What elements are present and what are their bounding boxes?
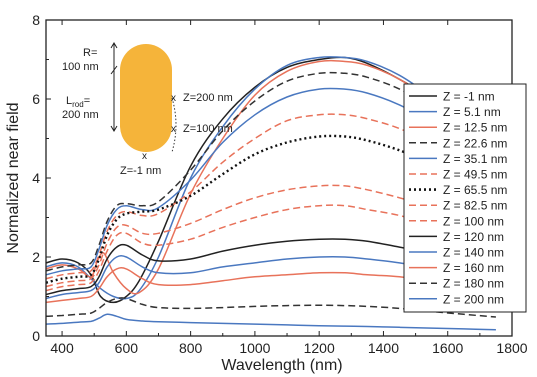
x-tick-label-6: 1600: [432, 340, 463, 356]
x-tick-label-0: 400: [50, 340, 74, 356]
rod-shape: [120, 44, 172, 152]
rod-dotted-path: [171, 97, 177, 153]
z-marker-top: x: [171, 93, 176, 104]
y-tick-label-2: 4: [32, 170, 40, 186]
x-axis-label: Wavelength (nm): [221, 357, 342, 374]
series-line-11: [46, 266, 497, 304]
z-marker-mid: x: [171, 124, 176, 135]
legend-label-12: Z = 180 nm: [443, 277, 504, 291]
legend-label-7: Z = 82.5 nm: [443, 199, 507, 213]
legend-label-8: Z = 100 nm: [443, 214, 504, 228]
x-tick-label-3: 1000: [239, 340, 270, 356]
x-tick-label-2: 800: [179, 340, 203, 356]
series-line-10: [46, 255, 497, 300]
series-line-8: [46, 204, 497, 292]
legend-box: [403, 83, 527, 313]
y-tick-label-4: 8: [32, 12, 40, 28]
z-label-top: Z=200 nm: [183, 92, 233, 104]
series-line-13: [46, 313, 496, 331]
series-line-3: [46, 71, 497, 272]
z-marker-bottom: x: [142, 151, 147, 162]
legend-label-10: Z = 140 nm: [443, 246, 504, 260]
series-line-2: [46, 59, 497, 295]
legend-label-0: Z = -1 nm: [443, 90, 495, 104]
arrow-heads: [110, 42, 118, 132]
legend-label-9: Z = 120 nm: [443, 230, 504, 244]
legend-label-11: Z = 160 nm: [443, 261, 504, 275]
z-label-mid: Z=100 nm: [183, 123, 233, 135]
y-tick-label-1: 2: [32, 249, 40, 265]
legend-label-5: Z = 49.5 nm: [443, 168, 507, 182]
x-tick-label-7: 1800: [496, 340, 527, 356]
series-layer: [46, 56, 497, 331]
legend-label-6: Z = 65.5 nm: [443, 183, 507, 197]
legend-label-4: Z = 35.1 nm: [443, 152, 507, 166]
length-value: 200 nm: [62, 109, 99, 121]
x-tick-label-5: 1400: [368, 340, 399, 356]
legend-label-1: Z = 5.1 nm: [443, 105, 501, 119]
legend-label-3: Z = 22.6 nm: [443, 136, 507, 150]
length-label: Lrod=: [66, 95, 90, 109]
z-label-bottom: Z=-1 nm: [120, 165, 161, 177]
y-axis-label: Normalized near field: [5, 102, 22, 253]
legend-label-2: Z = 12.5 nm: [443, 121, 507, 135]
radius-value: 100 nm: [62, 61, 99, 73]
x-tick-label-1: 600: [115, 340, 139, 356]
series-line-12: [46, 297, 496, 318]
y-tick-label-3: 6: [32, 91, 40, 107]
x-tick-label-4: 1200: [304, 340, 335, 356]
series-line-7: [46, 184, 497, 288]
series-line-1: [46, 56, 497, 300]
rod-schematic: R= 100 nm Lrod= 200 nm x Z=200 nm x Z=10…: [62, 42, 233, 177]
y-tick-label-0: 0: [32, 328, 40, 344]
series-line-5: [46, 113, 497, 280]
series-line-6: [46, 134, 497, 284]
legend: Z = -1 nmZ = 5.1 nm Z = 12.5 nmZ = 22.6 n…: [403, 83, 527, 313]
series-line-9: [46, 238, 497, 296]
radius-label: R=: [83, 47, 97, 59]
axes-layer: 400 600 800 1000 1200 1400 1600 1800 0 2 4 6 8: [32, 12, 528, 356]
series-line-4: [46, 87, 497, 276]
legend-label-13: Z = 200 nm: [443, 292, 504, 306]
